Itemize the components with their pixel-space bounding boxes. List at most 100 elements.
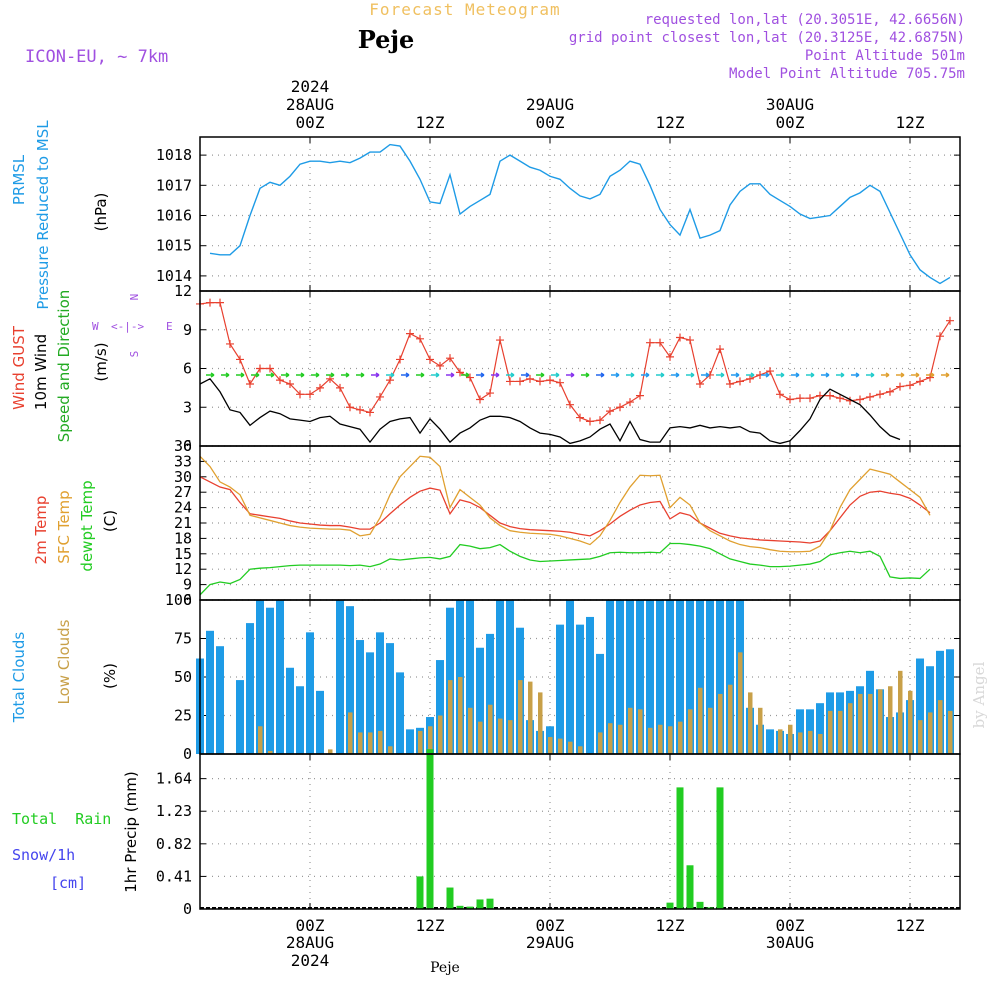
low-cloud-bar [808,730,813,754]
total-cloud-bar [406,729,414,754]
low-cloud-bar [368,732,373,754]
wind-direction-arrow [866,372,875,378]
y-tick-label: 50 [174,668,192,686]
model-name: ICON-EU, ~ 7km [25,47,168,67]
panel-precip: 0 0.41 0.82 1.23 1.64 [156,749,960,918]
y-tick-label: 3 [183,398,192,416]
y-tick-label: 0.82 [156,835,192,853]
temp-axis-label: 2m Temp SFC Temp dewpt Temp (C) [32,480,119,571]
gust-point [446,354,454,363]
gust-point [216,298,224,307]
bottom-date-label: 30AUG [766,933,814,952]
total-cloud-bar [306,632,314,754]
wind-unit: (m/s) [92,342,110,381]
wind-direction-arrow [641,372,650,378]
wind-direction-arrow [266,372,275,378]
low-cloud-bar [508,720,513,754]
gust-point [786,395,794,404]
wind-direction-arrow [731,372,740,378]
wind-direction-arrow [311,372,320,378]
gust-point [536,377,544,386]
y-tick-label: 0.41 [156,867,192,885]
wind-direction-arrow [776,372,785,378]
top-year-label: 2024 [291,77,330,96]
dewpoint-line [199,542,931,596]
low-cloud-label: Low Clouds [55,619,73,704]
gust-point [336,383,344,392]
pressure-unit: (hPa) [92,193,110,232]
wind-direction-arrow [371,372,380,378]
bottom-date-label: 28AUG [286,933,334,952]
top-date-label: 29AUG [526,95,574,114]
low-cloud-bar [558,738,563,754]
total-cloud-bar [216,646,224,754]
gust-point [696,380,704,388]
wind-direction-arrow [896,372,905,378]
gust-label: Wind GUST [10,325,28,410]
total-cloud-bar [236,680,244,754]
low-cloud-bar [548,737,553,754]
wind-direction-arrow [671,372,680,378]
panel-clouds: 0 25 50 75 100 [165,591,960,763]
footer-location: Peje [430,960,460,976]
top-hour-label: 12Z [656,113,685,132]
gust-point [936,332,944,341]
wind-direction-arrow [251,372,260,378]
rain-bar [456,905,464,909]
low-cloud-bar [908,690,913,754]
watermark: by Angel [970,661,988,728]
wind-direction-arrow [581,372,590,378]
low-cloud-bar [448,680,453,754]
low-cloud-bar [918,720,923,754]
rain-bar [676,787,684,909]
total-cloud-bar [366,652,374,754]
low-cloud-bar [258,726,263,754]
low-cloud-bar [468,707,473,754]
temp-unit: (C) [101,510,119,532]
low-cloud-bar [598,732,603,754]
low-cloud-bar [758,707,763,754]
low-cloud-bar [668,726,673,754]
wind-direction-arrow [221,372,230,378]
gust-point [676,333,684,342]
y-tick-label: 1.64 [156,770,192,788]
rain-bar [486,898,494,909]
total-cloud-bar [606,600,614,754]
low-cloud-bar [538,692,543,754]
gust-point [256,364,264,373]
wind-direction-arrow [626,372,635,378]
low-cloud-bar [518,680,523,754]
gust-point [576,413,584,422]
total-cloud-bar [356,640,364,754]
wind-direction-arrow [551,372,560,378]
gust-point [816,391,824,400]
low-cloud-bar [738,652,743,754]
gust-point [306,390,314,399]
low-cloud-bar [928,712,933,754]
cloud-unit: (%) [101,663,119,689]
top-hour-label: 00Z [296,113,325,132]
gust-point [886,387,894,396]
wind-direction-arrow [746,372,755,378]
rain-bar [416,876,424,909]
gust-point [456,368,464,377]
wind-direction-arrow [686,372,695,378]
y-tick-label: 1018 [156,146,192,164]
gust-point [626,398,634,407]
y-tick-label: 15 [174,545,192,563]
total-cloud-bar [496,600,504,754]
gust-point [266,364,274,373]
low-cloud-bar [388,746,393,754]
wind-direction-arrow [476,372,485,378]
total-cloud-bar [766,729,774,754]
low-cloud-bar [578,746,583,754]
gust-point [356,405,364,414]
low-cloud-bar [428,726,433,754]
wind-direction-arrow [206,372,215,378]
low-cloud-bar [618,724,623,754]
total-cloud-bar [556,624,564,754]
wind-direction-arrow [701,372,710,378]
gust-point [656,338,664,347]
